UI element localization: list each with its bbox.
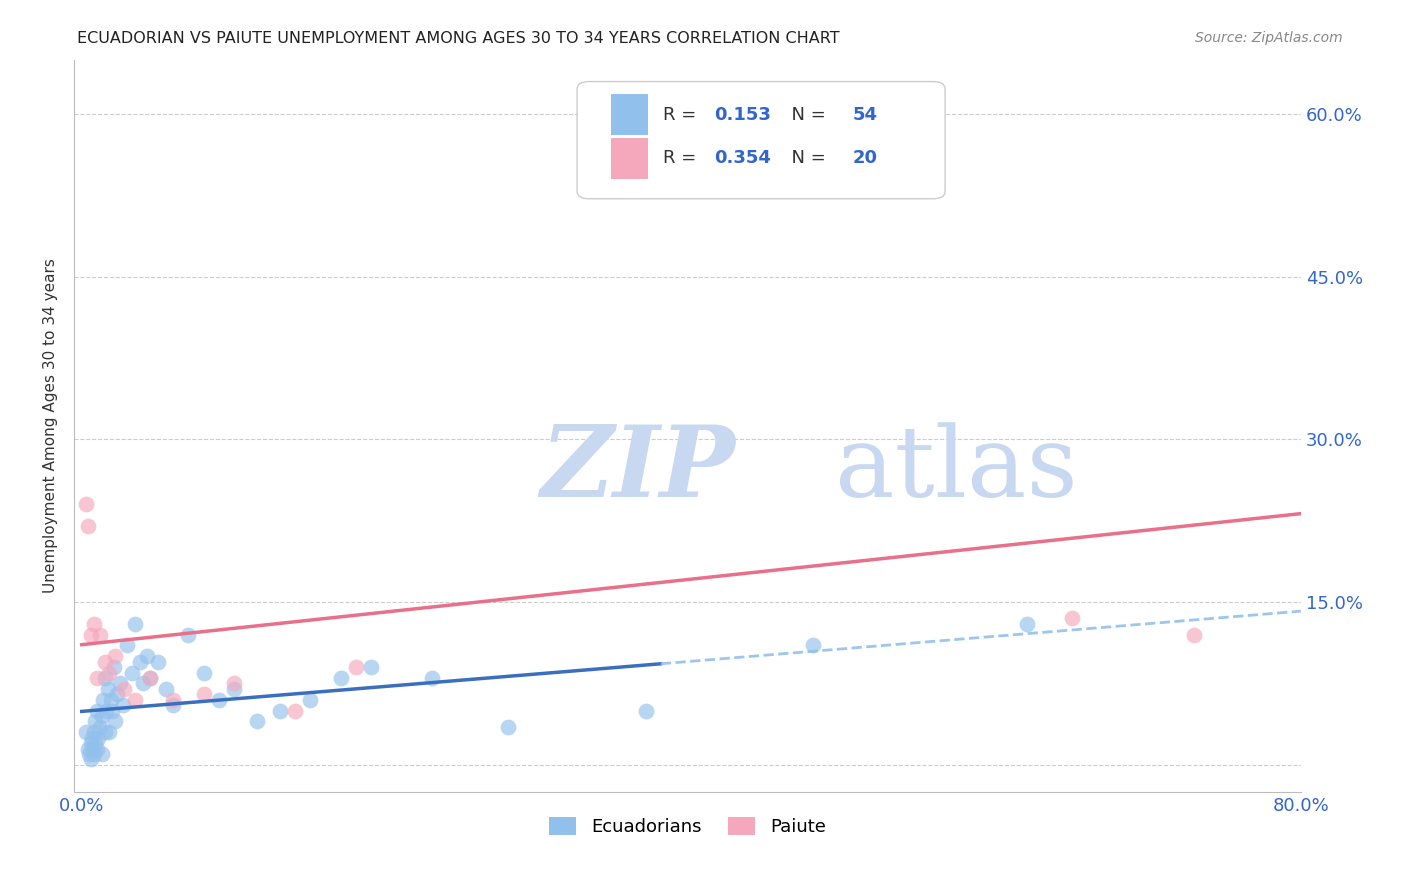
Point (139, 671, 162, 685)
Point (104, 649, 127, 664)
Point (162, 692, 184, 706)
Text: atlas: atlas (835, 422, 1077, 517)
Point (103, 660, 125, 674)
Point (82, 741, 104, 756)
Point (634, 704, 657, 718)
Point (208, 692, 231, 706)
Point (75, 498, 97, 512)
Point (1182, 627, 1205, 641)
Point (117, 639, 139, 653)
Point (86, 741, 108, 756)
Point (79, 747, 101, 761)
Point (128, 655, 150, 669)
Point (90, 747, 112, 761)
Point (344, 660, 367, 674)
Point (84, 714, 107, 729)
Point (177, 627, 200, 641)
Point (121, 665, 143, 680)
Text: 54: 54 (853, 105, 879, 123)
Point (193, 687, 215, 701)
Point (193, 665, 215, 680)
Point (97, 681, 120, 696)
Point (498, 720, 520, 734)
Point (420, 671, 443, 685)
Point (93, 671, 115, 685)
Point (84, 736, 107, 750)
Point (360, 660, 382, 674)
Point (224, 676, 246, 690)
Point (105, 687, 128, 701)
Point (284, 704, 307, 718)
Point (87, 731, 110, 745)
Point (80, 627, 103, 641)
Point (108, 676, 131, 690)
FancyBboxPatch shape (576, 81, 945, 199)
Point (76, 741, 98, 756)
Point (124, 616, 146, 631)
Text: 20: 20 (853, 150, 879, 168)
Text: 0.354: 0.354 (714, 150, 772, 168)
Point (83, 747, 105, 761)
Point (98, 665, 121, 680)
Point (269, 704, 291, 718)
Point (89, 627, 111, 641)
Point (90, 709, 112, 723)
Point (80, 736, 103, 750)
Point (112, 681, 135, 696)
Point (224, 681, 246, 696)
Point (146, 655, 169, 669)
Point (89, 720, 111, 734)
Point (124, 692, 146, 706)
Point (86, 704, 108, 718)
Point (104, 714, 127, 729)
Text: 0.153: 0.153 (714, 105, 772, 123)
Point (1015, 616, 1038, 631)
Text: ZIP: ZIP (540, 422, 735, 518)
Point (98, 725, 121, 739)
Point (131, 676, 153, 690)
Point (111, 698, 134, 713)
Point (634, 107, 657, 121)
Point (86, 671, 108, 685)
FancyBboxPatch shape (612, 95, 648, 135)
Text: N =: N = (779, 150, 831, 168)
Point (801, 639, 824, 653)
Point (94, 704, 117, 718)
Text: Source: ZipAtlas.com: Source: ZipAtlas.com (1195, 31, 1343, 45)
Point (93, 725, 115, 739)
Text: R =: R = (664, 150, 702, 168)
Legend: Ecuadorians, Paiute: Ecuadorians, Paiute (540, 808, 835, 846)
Point (162, 698, 184, 713)
Text: ECUADORIAN VS PAIUTE UNEMPLOYMENT AMONG AGES 30 TO 34 YEARS CORRELATION CHART: ECUADORIAN VS PAIUTE UNEMPLOYMENT AMONG … (77, 31, 839, 46)
Point (329, 671, 352, 685)
Point (136, 649, 159, 664)
Point (101, 704, 124, 718)
Point (91, 692, 114, 706)
FancyBboxPatch shape (612, 138, 648, 178)
Point (83, 616, 105, 631)
Point (82, 731, 104, 745)
Point (80, 752, 103, 766)
Point (155, 681, 177, 696)
Point (246, 714, 269, 729)
Point (83, 725, 105, 739)
Point (1062, 611, 1084, 625)
Point (93, 655, 115, 669)
Text: R =: R = (664, 105, 702, 123)
Y-axis label: Unemployment Among Ages 30 to 34 years: Unemployment Among Ages 30 to 34 years (44, 259, 58, 593)
Text: N =: N = (779, 105, 831, 123)
Point (100, 692, 122, 706)
Point (139, 671, 162, 685)
Point (75, 725, 97, 739)
Point (299, 692, 322, 706)
Point (76, 519, 98, 533)
